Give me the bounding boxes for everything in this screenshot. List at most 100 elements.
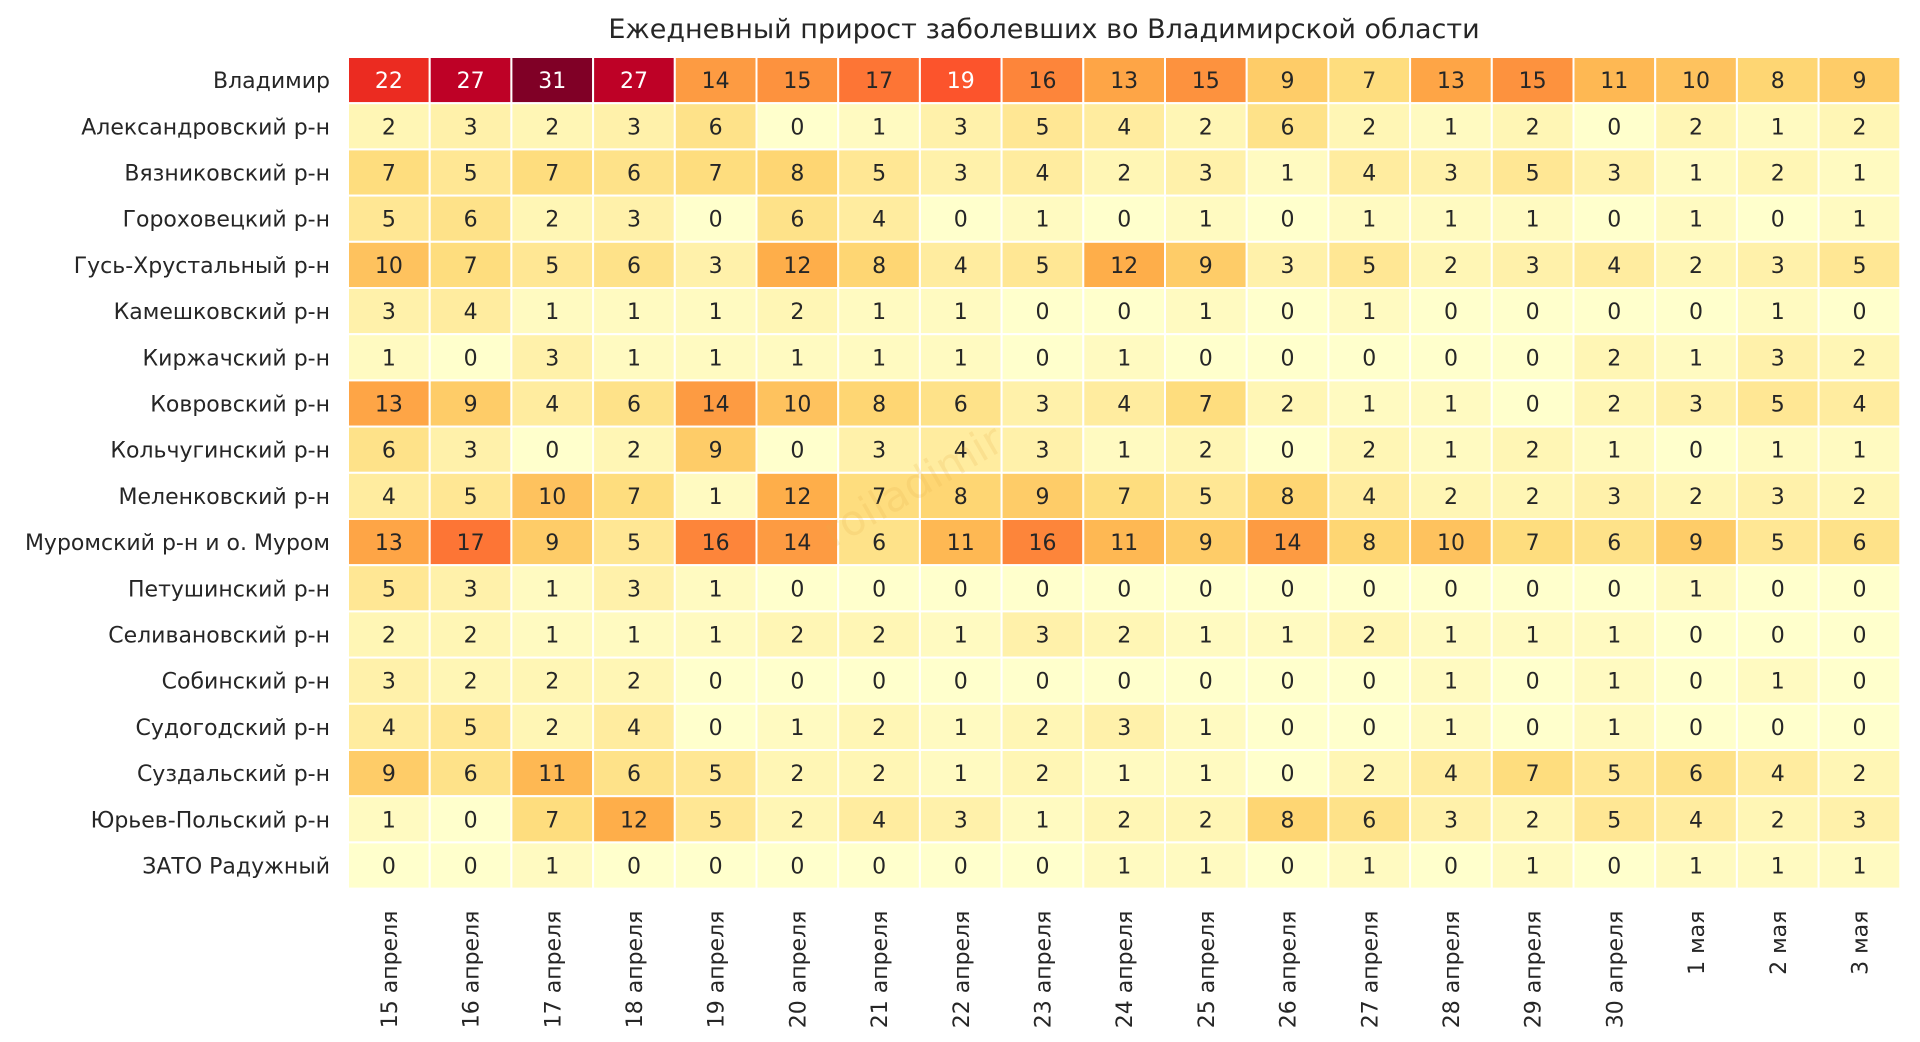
cell-value-label: 2 (1117, 162, 1131, 187)
heatmap-cell (673, 656, 758, 705)
cell-value-label: 0 (1281, 439, 1295, 464)
cell-value-label: 3 (872, 439, 886, 464)
cell-value-label: 1 (1036, 208, 1050, 233)
heatmap-cell (1082, 148, 1167, 197)
cell-value-label: 2 (1362, 624, 1376, 649)
cell-value-label: 6 (1607, 531, 1621, 556)
cell-value-label: 5 (709, 808, 723, 833)
heatmap-cell (918, 841, 1003, 890)
heatmap-cell (673, 841, 758, 890)
heatmap-cell (347, 240, 431, 290)
cell-value-label: 4 (1117, 393, 1131, 418)
heatmap-cell (1409, 656, 1493, 705)
heatmap-cell (592, 287, 676, 336)
heatmap-cell (592, 194, 676, 243)
cell-value-label: 1 (627, 300, 641, 325)
cell-value-label: 2 (1444, 254, 1458, 279)
cell-value-label: 1 (1853, 855, 1867, 880)
cell-value-label: 16 (702, 531, 730, 556)
cell-value-label: 1 (1689, 577, 1703, 602)
cell-value-label: 0 (1444, 577, 1458, 602)
cell-value-label: 17 (865, 69, 893, 94)
cell-value-label: 3 (1117, 716, 1131, 741)
cell-value-label: 0 (1689, 300, 1703, 325)
y-tick-labels: Владимир Александровский р-н Вязниковский … (25, 69, 330, 879)
heatmap-cell (1817, 56, 1902, 105)
cell-value-label: 1 (709, 300, 723, 325)
heatmap-cell (755, 333, 840, 382)
heatmap-cell (1164, 749, 1248, 798)
cell-value-label: 1 (1771, 115, 1785, 140)
heatmap-cell (1409, 795, 1493, 844)
cell-value-label: 2 (790, 300, 804, 325)
heatmap-cell (1164, 240, 1248, 290)
heatmap-cell (1327, 841, 1412, 890)
cell-value-label: 0 (1526, 670, 1540, 695)
cell-value-label: 1 (1526, 855, 1540, 880)
cell-value-label: 0 (1281, 300, 1295, 325)
heatmap-cell (1654, 56, 1738, 105)
cell-value-label: 1 (1444, 716, 1458, 741)
heatmap-cell (1000, 148, 1085, 197)
cell-value-label: 8 (790, 162, 804, 187)
cell-value-label: 4 (954, 254, 968, 279)
heatmap-cell (510, 102, 595, 151)
column-label: 22 апреля (950, 911, 975, 1029)
cell-value-label: 1 (1444, 439, 1458, 464)
cell-value-label: 3 (954, 162, 968, 187)
heatmap-cell (1245, 564, 1330, 613)
heatmap-cell (1817, 841, 1902, 890)
cell-value-label: 0 (1281, 855, 1295, 880)
cell-value-label: 0 (1281, 208, 1295, 233)
heatmap-cell (1245, 102, 1330, 151)
heatmap-cell (510, 656, 595, 705)
heatmap-cell (1000, 240, 1085, 290)
cell-value-label: 2 (1444, 485, 1458, 510)
cell-value-label: 4 (1036, 162, 1050, 187)
heatmap-cell (837, 194, 921, 243)
heatmap-cell (1490, 841, 1575, 890)
cell-value-label: 6 (627, 762, 641, 787)
cell-value-label: 1 (1853, 208, 1867, 233)
heatmap-cell (1490, 333, 1575, 382)
cell-value-label: 2 (1036, 762, 1050, 787)
cell-value-label: 2 (545, 208, 559, 233)
heatmap-cell (510, 240, 595, 290)
cell-value-label: 0 (1526, 577, 1540, 602)
heatmap-cell (428, 610, 513, 659)
cell-value-label: 0 (1117, 300, 1131, 325)
cell-value-label: 5 (382, 208, 396, 233)
cell-value-label: 6 (790, 208, 804, 233)
cell-value-label: 7 (627, 485, 641, 510)
heatmap-cell (837, 564, 921, 613)
heatmap-cell (837, 471, 921, 520)
cell-value-label: 2 (1036, 716, 1050, 741)
cell-value-label: 0 (790, 115, 804, 140)
cell-value-label: 0 (1689, 670, 1703, 695)
cell-value-label: 27 (457, 69, 485, 94)
heatmap-cell (1409, 333, 1493, 382)
heatmap-cell (1654, 102, 1738, 151)
cell-value-label: 5 (1199, 485, 1213, 510)
cell-value-label: 1 (954, 346, 968, 371)
cell-value-label: 1 (1689, 855, 1703, 880)
cell-value-label: 0 (1853, 716, 1867, 741)
heatmap-cell (1000, 333, 1085, 382)
cell-value-label: 1 (1444, 670, 1458, 695)
cell-value-label: 10 (538, 485, 566, 510)
cell-value-label: 4 (1362, 162, 1376, 187)
heatmap-cell (428, 564, 513, 613)
x-tick-labels: 15 апреля 16 апреля 17 апреля 18 апреля 19 а… (378, 911, 1874, 1029)
cell-value-label: 4 (1689, 808, 1703, 833)
cell-value-label: 1 (1607, 439, 1621, 464)
cell-value-label: 4 (1853, 393, 1867, 418)
cell-value-label: 2 (1362, 762, 1376, 787)
cell-value-label: 1 (1526, 208, 1540, 233)
cell-value-label: 1 (790, 716, 804, 741)
heatmap-cell (1735, 194, 1820, 243)
cell-value-label: 2 (872, 762, 886, 787)
heatmap-cell (918, 56, 1003, 105)
heatmap-cell (1817, 564, 1902, 613)
cell-value-label: 6 (627, 393, 641, 418)
